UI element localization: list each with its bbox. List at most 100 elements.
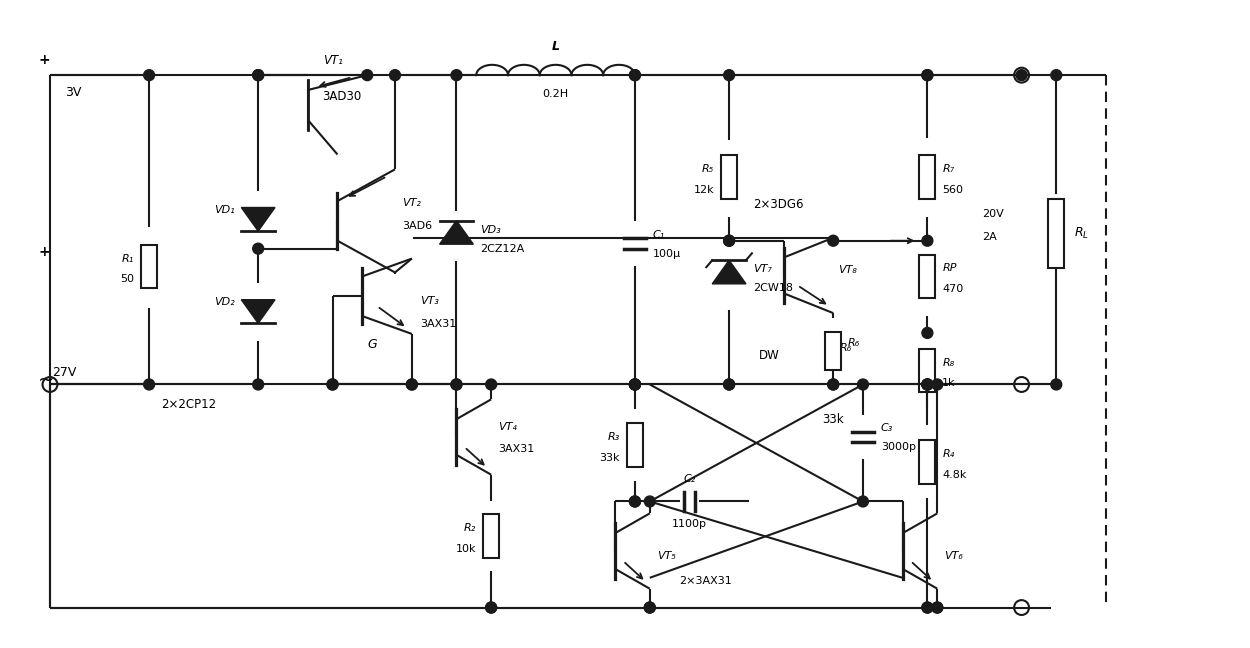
Circle shape — [858, 496, 869, 507]
Bar — [721, 156, 738, 199]
Circle shape — [644, 602, 655, 613]
Circle shape — [406, 379, 418, 390]
Text: 2CZ12A: 2CZ12A — [480, 244, 525, 253]
Text: VT₈: VT₈ — [839, 266, 858, 275]
Polygon shape — [241, 300, 275, 323]
Circle shape — [1051, 379, 1061, 390]
Circle shape — [486, 602, 496, 613]
Text: R₁: R₁ — [122, 253, 134, 264]
Bar — [825, 332, 841, 369]
Circle shape — [144, 70, 155, 80]
Text: 33k: 33k — [600, 453, 620, 463]
Text: ~: ~ — [38, 371, 54, 390]
Text: VT₁: VT₁ — [322, 54, 342, 67]
Text: VD₃: VD₃ — [480, 225, 501, 235]
Circle shape — [724, 235, 735, 246]
Text: 3AX31: 3AX31 — [420, 319, 456, 329]
Text: VT₂: VT₂ — [402, 198, 421, 208]
Text: C₂: C₂ — [684, 474, 695, 483]
Text: 27V: 27V — [52, 366, 76, 379]
Text: R₅: R₅ — [703, 165, 714, 174]
Text: R₇: R₇ — [942, 165, 955, 174]
Text: 4.8k: 4.8k — [942, 470, 966, 480]
Circle shape — [828, 379, 839, 390]
Text: DW: DW — [759, 349, 779, 362]
Text: 1k: 1k — [942, 378, 956, 389]
Bar — [141, 245, 158, 288]
Bar — [920, 156, 935, 199]
Text: VT₅: VT₅ — [656, 551, 675, 561]
Circle shape — [144, 379, 155, 390]
Circle shape — [724, 235, 735, 246]
Polygon shape — [440, 220, 474, 244]
Circle shape — [328, 379, 338, 390]
Text: 100μ: 100μ — [652, 249, 681, 259]
Text: VD₁: VD₁ — [214, 205, 235, 215]
Circle shape — [922, 70, 932, 80]
Text: 3AD6: 3AD6 — [402, 221, 432, 231]
Polygon shape — [241, 207, 275, 231]
Text: 3V: 3V — [65, 86, 81, 100]
Text: R₈: R₈ — [942, 358, 955, 367]
Circle shape — [630, 379, 640, 390]
Text: 3AD30: 3AD30 — [322, 90, 361, 103]
Text: 50: 50 — [120, 274, 134, 284]
Circle shape — [253, 70, 264, 80]
Circle shape — [486, 602, 496, 613]
Circle shape — [1051, 70, 1061, 80]
Text: 3AX31: 3AX31 — [498, 444, 534, 454]
Text: VT₆: VT₆ — [944, 551, 962, 561]
Circle shape — [858, 379, 869, 390]
Circle shape — [931, 379, 942, 390]
Text: 1100p: 1100p — [672, 519, 707, 529]
Text: $R_L$: $R_L$ — [1074, 226, 1089, 241]
Circle shape — [630, 496, 640, 507]
Circle shape — [328, 379, 338, 390]
Text: 2×2CP12: 2×2CP12 — [161, 398, 216, 411]
Text: R₄: R₄ — [942, 449, 955, 459]
Circle shape — [451, 379, 462, 390]
Text: R₃: R₃ — [608, 432, 620, 442]
Text: VT₃: VT₃ — [420, 296, 439, 307]
Text: VT₄: VT₄ — [498, 422, 518, 432]
Bar — [628, 423, 642, 467]
Circle shape — [630, 70, 640, 80]
Circle shape — [828, 379, 839, 390]
Text: 560: 560 — [942, 185, 964, 195]
Text: 0.2H: 0.2H — [542, 89, 569, 99]
Text: 10k: 10k — [456, 544, 476, 554]
Circle shape — [724, 379, 735, 390]
Circle shape — [253, 243, 264, 254]
Polygon shape — [712, 260, 746, 284]
Circle shape — [724, 379, 735, 390]
Bar — [920, 440, 935, 483]
Circle shape — [931, 602, 942, 613]
Circle shape — [922, 602, 932, 613]
Text: C₁: C₁ — [652, 230, 665, 240]
Circle shape — [630, 379, 640, 390]
Circle shape — [630, 379, 640, 390]
Circle shape — [390, 70, 400, 80]
Text: R₂: R₂ — [464, 523, 476, 533]
Circle shape — [1016, 70, 1028, 80]
Circle shape — [828, 235, 839, 246]
Circle shape — [922, 379, 932, 390]
Circle shape — [931, 602, 942, 613]
Text: +: + — [39, 53, 50, 67]
Text: 2CW18: 2CW18 — [752, 283, 792, 294]
Text: 2×3AX31: 2×3AX31 — [680, 576, 732, 586]
Circle shape — [451, 379, 462, 390]
Circle shape — [486, 379, 496, 390]
Circle shape — [922, 327, 932, 338]
Text: RP: RP — [942, 264, 956, 273]
Circle shape — [724, 70, 735, 80]
Circle shape — [361, 70, 372, 80]
Circle shape — [922, 379, 932, 390]
Text: 3000p: 3000p — [881, 442, 916, 452]
Text: VT₇: VT₇ — [752, 264, 771, 275]
Circle shape — [630, 496, 640, 507]
Text: 20V: 20V — [982, 209, 1004, 219]
Circle shape — [253, 379, 264, 390]
Text: 2A: 2A — [982, 232, 996, 242]
Text: +: + — [39, 244, 50, 259]
